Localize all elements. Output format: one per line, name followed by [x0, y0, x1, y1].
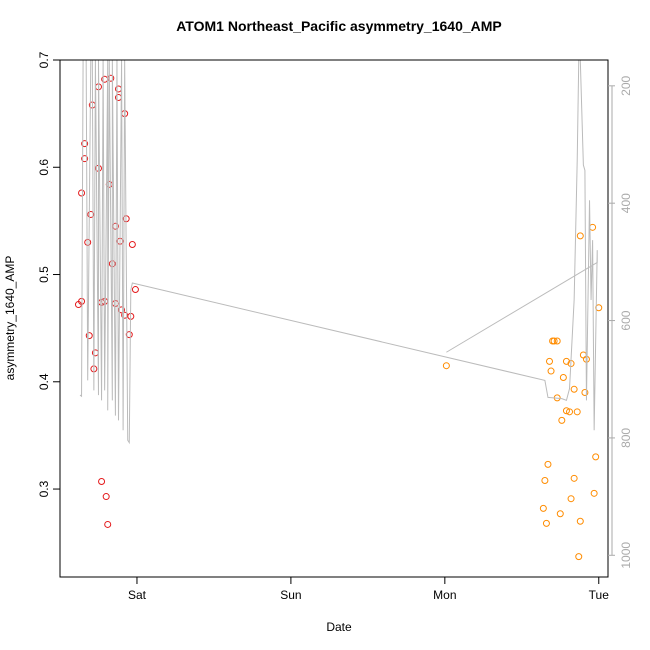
y-tick-label: 0.7	[37, 51, 51, 68]
y2-tick-label: 200	[619, 75, 633, 95]
data-point	[442, 362, 450, 370]
y2-tick-label: 800	[619, 428, 633, 448]
y-axis-label: asymmetry_1640_AMP	[3, 256, 17, 381]
y2-tick-label: 400	[619, 193, 633, 213]
data-point	[102, 493, 110, 501]
data-point	[558, 416, 566, 424]
plot-frame	[59, 59, 609, 578]
data-point	[579, 351, 587, 359]
x-tick-label: Tue	[589, 588, 610, 602]
y2-tick-label: 600	[619, 310, 633, 330]
data-point	[547, 367, 555, 375]
y-tick-label: 0.4	[37, 373, 51, 390]
data-point	[592, 453, 600, 461]
data-point	[541, 476, 549, 484]
x-tick-label: Sun	[280, 588, 301, 602]
data-point	[542, 519, 550, 527]
data-point	[550, 337, 558, 345]
data-point	[575, 553, 583, 561]
data-point	[81, 155, 89, 163]
data-point	[81, 140, 89, 148]
data-point	[539, 504, 547, 512]
y-tick-label: 0.5	[37, 266, 51, 283]
x-tick-label: Mon	[433, 588, 456, 602]
data-point	[590, 489, 598, 497]
data-point	[576, 232, 584, 240]
chart-title: ATOM1 Northeast_Pacific asymmetry_1640_A…	[176, 18, 502, 34]
y2-tick-label: 1000	[619, 542, 633, 569]
data-point	[581, 389, 589, 397]
data-point	[105, 180, 113, 188]
data-point	[84, 238, 92, 246]
data-point	[87, 210, 95, 218]
data-point	[570, 474, 578, 482]
data-point	[104, 520, 112, 528]
series-line	[79, 60, 598, 445]
data-point	[567, 495, 575, 503]
x-tick-label: Sat	[128, 588, 147, 602]
data-point	[131, 286, 139, 294]
data-point	[125, 331, 133, 339]
data-point	[118, 306, 126, 314]
data-point	[559, 373, 567, 381]
data-point	[553, 337, 561, 345]
data-point	[562, 407, 570, 415]
data-point	[85, 332, 93, 340]
data-point	[589, 223, 597, 231]
y-tick-label: 0.6	[37, 159, 51, 176]
plot-area	[74, 60, 603, 561]
data-point	[570, 385, 578, 393]
data-point	[98, 478, 106, 486]
data-point	[546, 357, 554, 365]
data-point	[128, 240, 136, 248]
data-point	[573, 408, 581, 416]
data-point	[556, 510, 564, 518]
data-point	[576, 517, 584, 525]
data-point	[78, 189, 86, 197]
data-point	[544, 460, 552, 468]
data-point	[566, 408, 574, 416]
x-axis-label: Date	[326, 620, 352, 634]
y-tick-label: 0.3	[37, 480, 51, 497]
